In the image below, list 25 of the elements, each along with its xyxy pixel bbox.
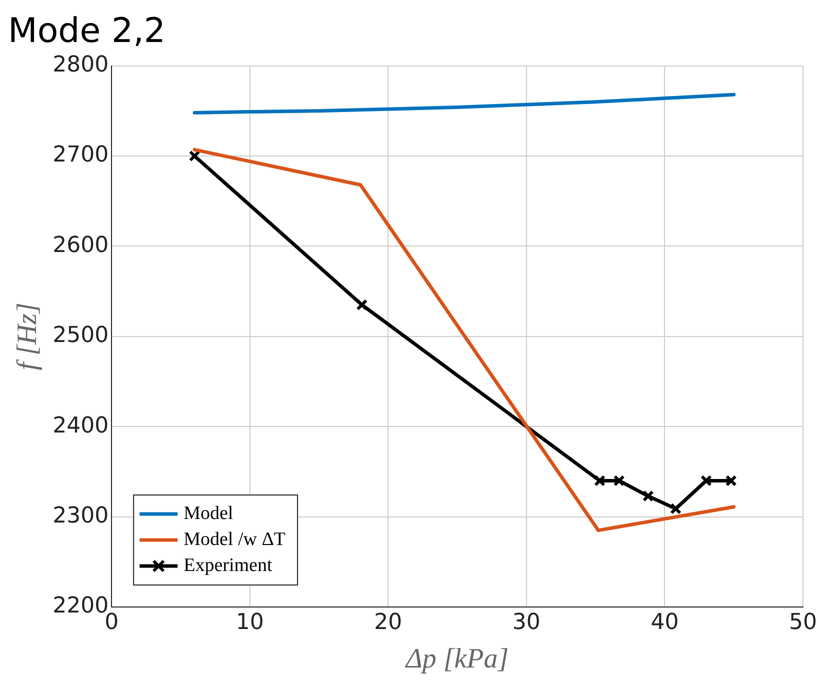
y-tick-label: 2700 <box>52 142 109 168</box>
y-axis-title: f [Hz] <box>12 302 44 370</box>
legend-label: Model <box>184 502 234 524</box>
x-tick-label: 30 <box>512 610 540 635</box>
point <box>725 474 737 486</box>
y-tick-label: 2500 <box>52 323 109 348</box>
point <box>670 502 682 514</box>
y-tick-label: 2600 <box>52 232 109 258</box>
point <box>356 299 368 311</box>
point <box>188 150 200 162</box>
y-tick-label: 2300 <box>52 504 109 529</box>
x-tick-label: 20 <box>374 610 402 635</box>
x-tick-label: 40 <box>650 610 679 635</box>
x-axis-title: Δp [kPa] <box>404 644 509 675</box>
x-tick-label: 10 <box>236 610 264 635</box>
x-tick-label: 50 <box>789 610 817 635</box>
chart-title: Mode 2,2 <box>8 11 166 52</box>
point <box>642 490 654 502</box>
y-tick-label: 2400 <box>52 413 109 438</box>
legend-label: Model /w ΔT <box>184 528 286 550</box>
point <box>700 474 712 486</box>
y-tick-label: 2800 <box>52 52 109 78</box>
legend-label: Experiment <box>184 554 273 576</box>
point <box>613 474 625 486</box>
point <box>594 474 606 486</box>
